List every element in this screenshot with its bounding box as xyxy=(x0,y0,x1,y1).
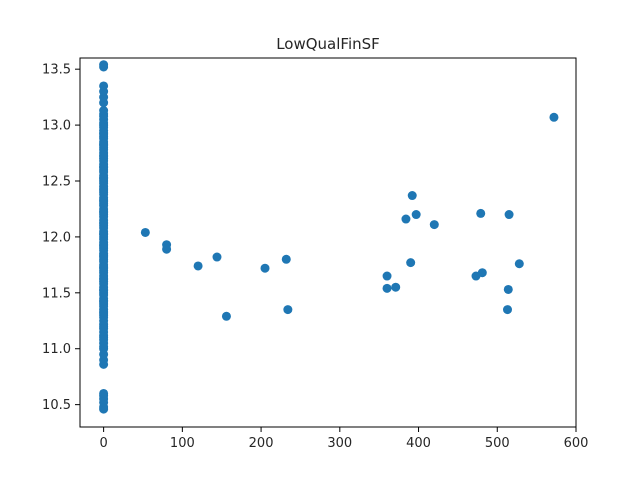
y-axis-ticks: 10.5 11.0 11.5 12.0 12.5 13.0 13.5 xyxy=(42,63,80,413)
data-point xyxy=(99,273,109,283)
data-point xyxy=(391,282,401,292)
data-point xyxy=(193,261,203,271)
data-point xyxy=(99,81,109,91)
data-point xyxy=(503,305,512,315)
data-point xyxy=(99,262,109,272)
x-tick-label: 100 xyxy=(170,436,195,451)
data-point xyxy=(99,206,109,216)
y-tick-label: 13.5 xyxy=(42,63,71,78)
data-point xyxy=(99,388,109,398)
data-point xyxy=(99,240,109,250)
data-point xyxy=(99,324,109,334)
data-point xyxy=(99,307,109,317)
data-point xyxy=(283,305,293,315)
data-point xyxy=(549,112,559,122)
data-point xyxy=(99,161,109,171)
y-tick-label: 12.0 xyxy=(42,230,71,245)
data-point xyxy=(476,208,486,218)
y-tick-label: 12.5 xyxy=(42,175,71,190)
data-point xyxy=(401,214,411,224)
data-point xyxy=(411,210,421,220)
data-point xyxy=(477,268,487,278)
x-tick-label: 400 xyxy=(406,436,431,451)
data-point xyxy=(429,220,439,230)
y-tick-label: 11.5 xyxy=(42,286,71,301)
chart-title: LowQualFinSF xyxy=(276,35,380,53)
data-point xyxy=(99,296,109,306)
data-point xyxy=(99,60,109,70)
x-tick-label: 500 xyxy=(485,436,510,451)
data-point xyxy=(99,150,109,160)
data-point xyxy=(99,128,109,138)
data-point xyxy=(99,217,109,227)
data-point xyxy=(140,227,150,237)
plot-frame xyxy=(79,57,577,428)
data-point xyxy=(99,184,109,194)
data-point xyxy=(281,254,291,264)
data-point xyxy=(407,191,417,201)
data-point xyxy=(382,283,392,293)
data-point xyxy=(99,173,109,183)
data-point xyxy=(99,251,109,261)
data-point xyxy=(406,258,416,268)
x-tick-label: 600 xyxy=(564,436,589,451)
data-points xyxy=(99,60,559,414)
data-point xyxy=(503,284,513,294)
data-point xyxy=(99,106,109,116)
y-tick-label: 10.5 xyxy=(42,398,71,413)
y-tick-label: 11.0 xyxy=(42,342,71,357)
data-point xyxy=(504,210,514,220)
data-point xyxy=(99,335,109,345)
data-point xyxy=(162,244,172,254)
x-axis-ticks: 0 100 200 300 400 500 600 xyxy=(99,427,588,451)
x-tick-label: 300 xyxy=(327,436,352,451)
data-point xyxy=(99,284,109,294)
data-point xyxy=(221,311,231,321)
x-tick-label: 200 xyxy=(249,436,274,451)
x-tick-label: 0 xyxy=(99,436,107,451)
data-point xyxy=(382,271,392,281)
data-point xyxy=(99,195,109,205)
y-tick-label: 13.0 xyxy=(42,119,71,134)
data-point xyxy=(99,229,109,239)
data-point xyxy=(212,252,222,262)
data-point xyxy=(99,139,109,149)
data-point xyxy=(99,341,109,351)
data-point xyxy=(260,263,270,273)
data-point xyxy=(514,259,524,269)
